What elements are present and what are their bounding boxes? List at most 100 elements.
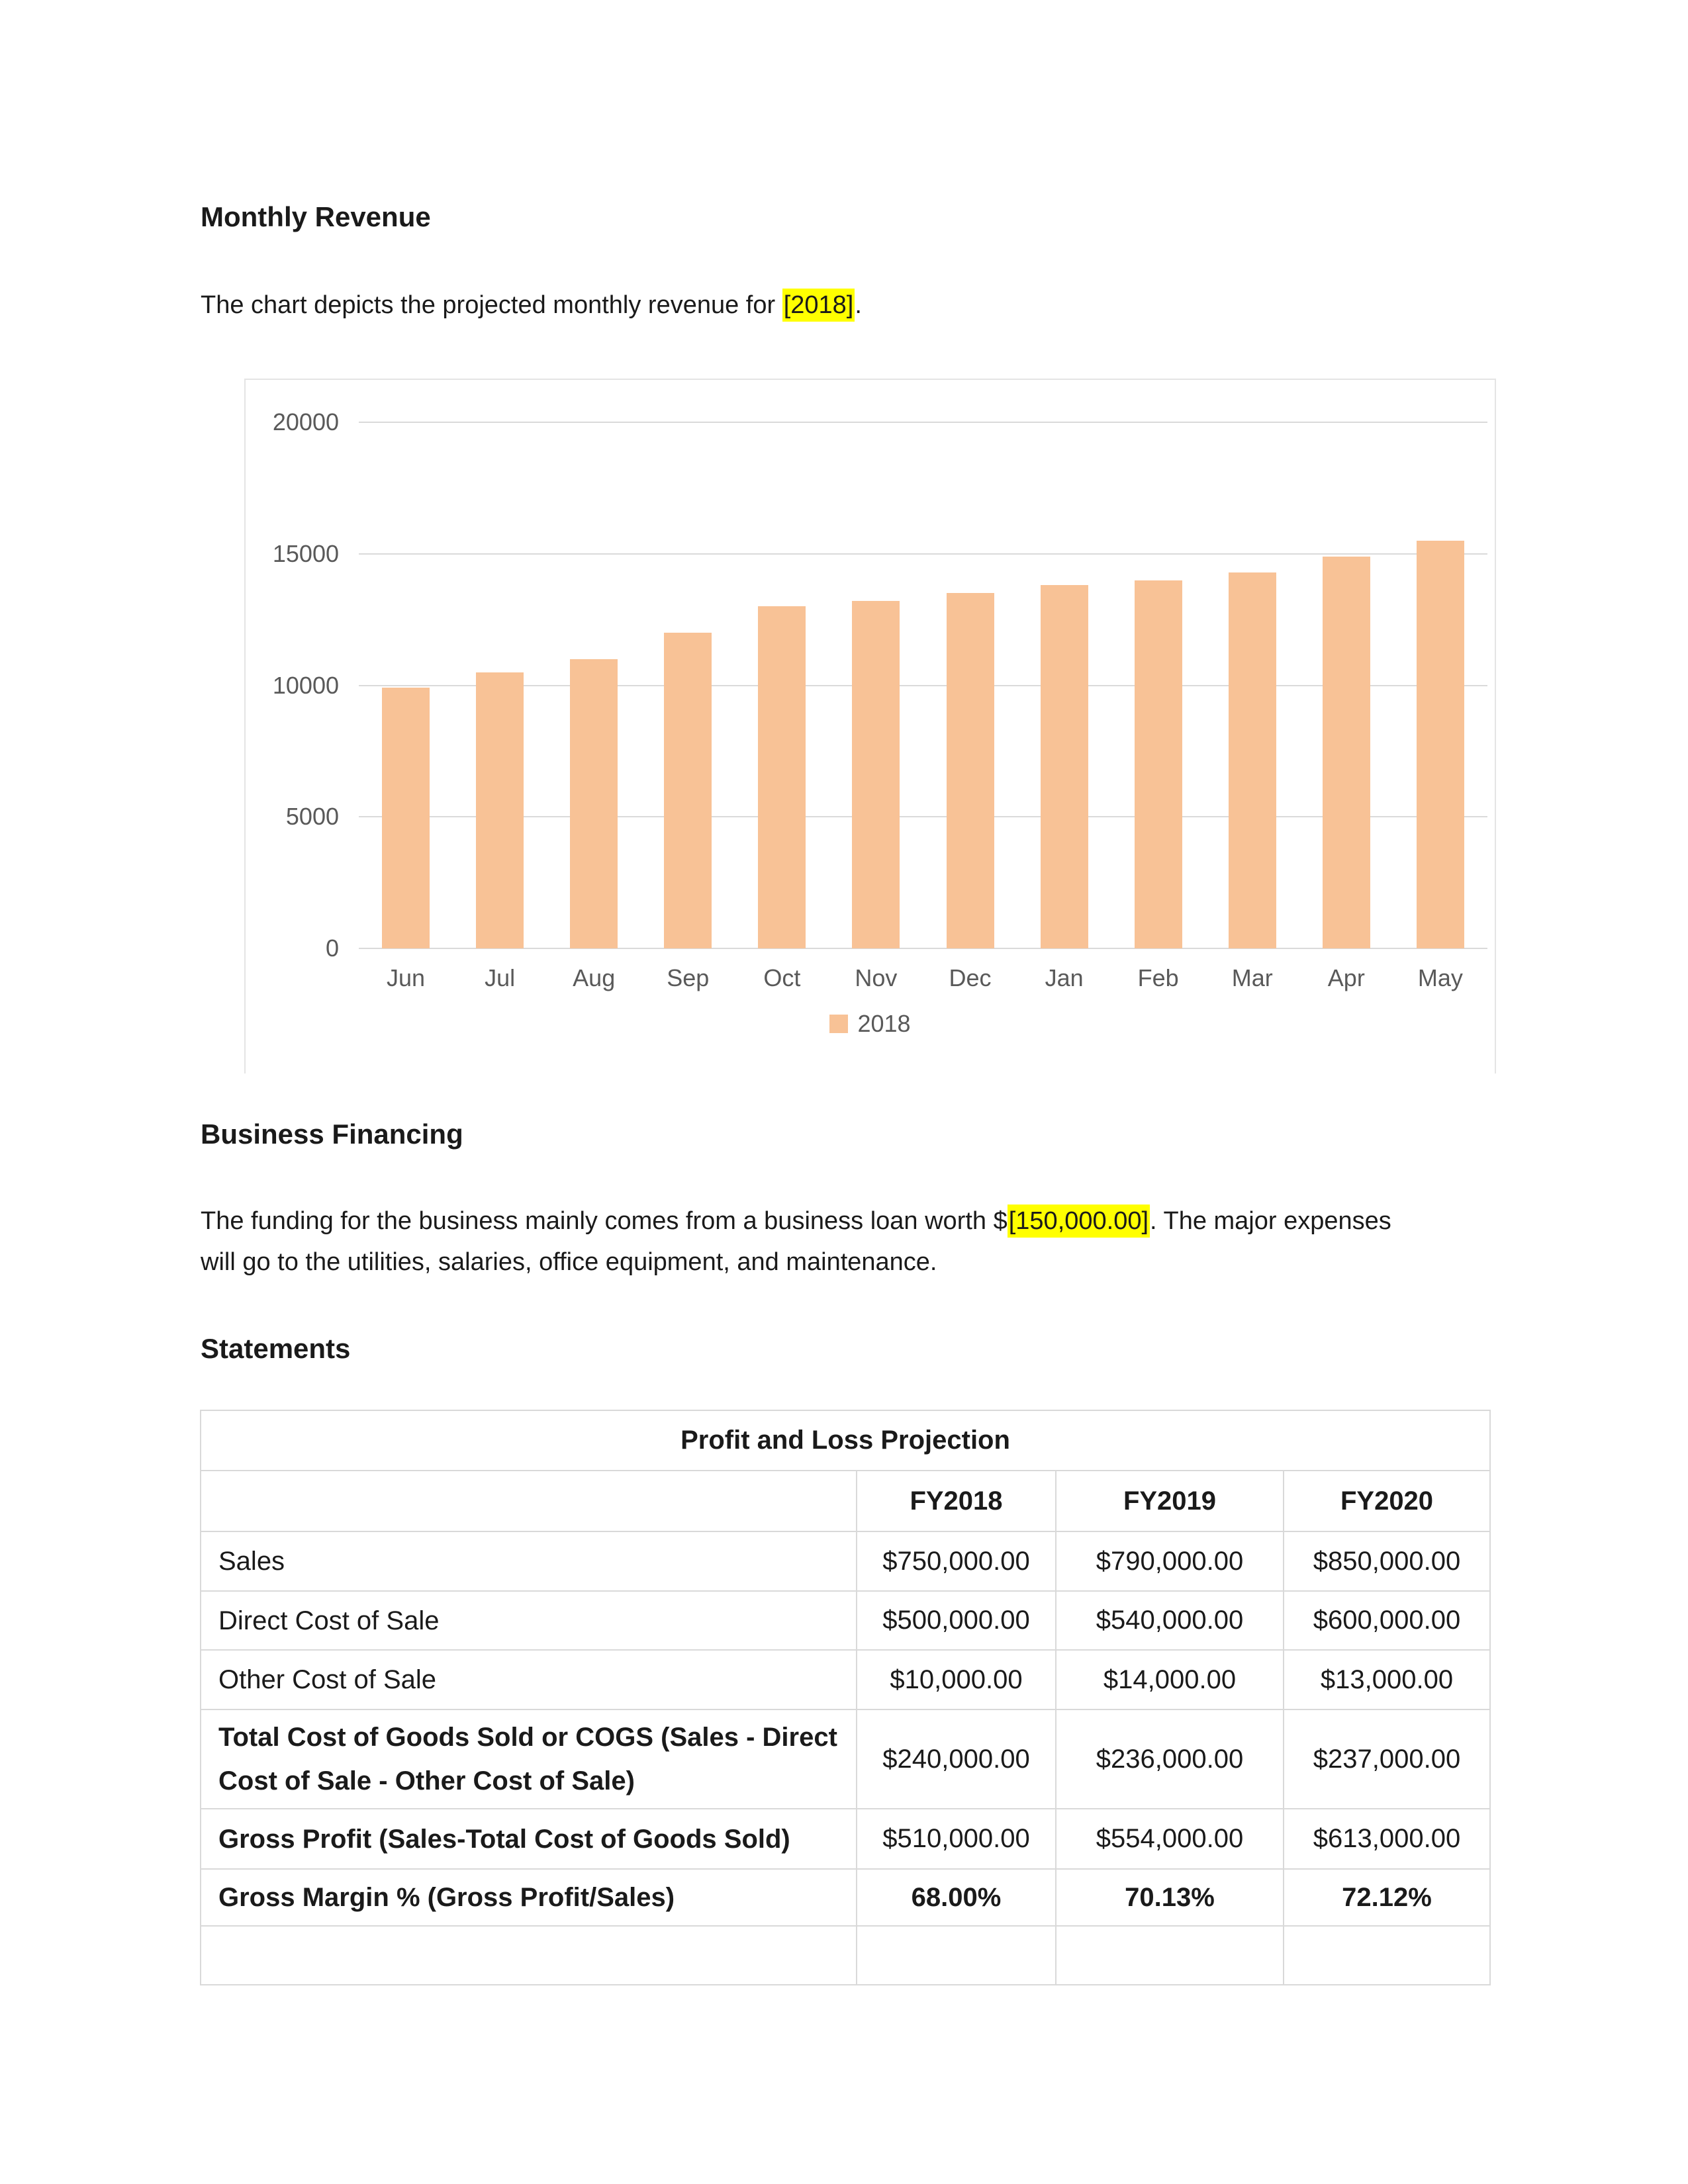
chart-bars (359, 422, 1487, 948)
bar-nov (852, 601, 900, 948)
x-label-jan: Jan (1045, 964, 1084, 991)
table-header-row: FY2018 FY2019 FY2020 (200, 1470, 1491, 1532)
bar-cell-jan (1017, 422, 1111, 948)
bar-aug (570, 659, 618, 948)
para-revenue-intro: The chart depicts the projected monthly … (201, 285, 1524, 326)
bar-jul (476, 672, 524, 948)
row-label: Other Cost of Sale (200, 1649, 857, 1710)
table-row (200, 1925, 1491, 1985)
table-row: Direct Cost of Sale $500,000.00 $540,000.0… (200, 1590, 1491, 1651)
row-value-fy2019 (1055, 1925, 1284, 1985)
row-value-fy2020: $13,000.00 (1282, 1649, 1491, 1710)
x-label-may: May (1417, 964, 1463, 991)
gridline-0 (359, 948, 1487, 949)
row-label: Gross Profit (Sales-Total Cost of Goods … (200, 1808, 857, 1870)
bar-jan (1040, 585, 1088, 948)
bar-cell-feb (1111, 422, 1205, 948)
bar-sep (664, 633, 712, 948)
table-title-row: Profit and Loss Projection (199, 1410, 1491, 1471)
bar-may (1416, 540, 1464, 948)
x-label-feb: Feb (1137, 964, 1179, 991)
x-label-jun: Jun (387, 964, 426, 991)
financing-text: The funding for the business mainly come… (201, 1207, 1008, 1235)
row-value-fy2019: $14,000.00 (1055, 1649, 1284, 1710)
bar-cell-nov (829, 422, 923, 948)
bar-mar (1228, 572, 1276, 948)
heading-business-financing: Business Financing (201, 1118, 463, 1150)
bar-feb (1134, 580, 1182, 948)
y-tick-0: 0 (325, 934, 339, 962)
bar-apr (1322, 556, 1370, 948)
y-tick-5000: 5000 (285, 803, 339, 831)
row-label: Gross Margin % (Gross Profit/Sales) (200, 1868, 857, 1927)
row-value-fy2020: $600,000.00 (1282, 1590, 1491, 1651)
row-label: Total Cost of Goods Sold or COGS (Sales … (200, 1709, 857, 1809)
row-value-fy2020: $237,000.00 (1282, 1709, 1491, 1809)
table-row: Total Cost of Goods Sold or COGS (Sales … (200, 1709, 1491, 1809)
row-value-fy2018: 68.00% (856, 1868, 1056, 1927)
row-value-fy2020: $613,000.00 (1282, 1808, 1491, 1870)
row-value-fy2018: $500,000.00 (856, 1590, 1056, 1651)
row-value-fy2019: 70.13% (1055, 1868, 1284, 1927)
bar-cell-mar (1205, 422, 1299, 948)
bar-cell-sep (641, 422, 735, 948)
bar-cell-oct (735, 422, 829, 948)
row-value-fy2018: $240,000.00 (856, 1709, 1056, 1809)
y-tick-20000: 20000 (272, 408, 339, 435)
legend-series-label: 2018 (857, 1010, 911, 1037)
row-value-fy2018: $10,000.00 (856, 1649, 1056, 1710)
x-label-mar: Mar (1231, 964, 1273, 991)
bar-cell-may (1393, 422, 1487, 948)
row-label (200, 1925, 857, 1985)
revenue-intro-period: . (855, 291, 862, 319)
para-financing: The funding for the business mainly come… (201, 1201, 1591, 1283)
legend-swatch-icon (829, 1015, 849, 1033)
monthly-revenue-bar-chart: 0 5000 10000 15000 20000 Jun Jul Aug Sep Oct Nov D… (244, 379, 1496, 1073)
row-value-fy2020 (1282, 1925, 1491, 1985)
row-value-fy2019: $790,000.00 (1055, 1531, 1284, 1592)
bar-dec (946, 593, 994, 948)
row-value-fy2018 (856, 1925, 1056, 1985)
profit-loss-table: Profit and Loss Projection FY2018 FY2019 FY… (199, 1410, 1491, 1985)
header-blank (200, 1470, 857, 1532)
table-row: Sales $750,000.00 $790,000.00 $850,000.00 (200, 1531, 1491, 1592)
header-fy2019: FY2019 (1055, 1470, 1284, 1532)
row-label: Direct Cost of Sale (200, 1590, 857, 1651)
revenue-intro-text: The chart depicts the projected monthly … (201, 291, 782, 319)
bar-cell-apr (1299, 422, 1393, 948)
bar-cell-aug (547, 422, 641, 948)
table-title: Profit and Loss Projection (199, 1410, 1491, 1471)
x-label-nov: Nov (855, 964, 898, 991)
x-label-dec: Dec (949, 964, 992, 991)
highlight-loan-amount: [150,000.00] (1007, 1205, 1150, 1238)
chart-legend: 2018 (246, 1010, 1495, 1038)
row-value-fy2019: $540,000.00 (1055, 1590, 1284, 1651)
row-value-fy2018: $750,000.00 (856, 1531, 1056, 1592)
table-row: Gross Profit (Sales-Total Cost of Goods … (200, 1808, 1491, 1870)
bar-cell-dec (923, 422, 1017, 948)
bar-jun (382, 688, 430, 948)
y-tick-15000: 15000 (272, 539, 339, 567)
x-label-oct: Oct (763, 964, 801, 991)
heading-monthly-revenue: Monthly Revenue (201, 201, 431, 232)
header-fy2020: FY2020 (1282, 1470, 1491, 1532)
y-tick-10000: 10000 (272, 671, 339, 699)
row-value-fy2019: $236,000.00 (1055, 1709, 1284, 1809)
table-row: Other Cost of Sale $10,000.00 $14,000.00 $1… (200, 1649, 1491, 1710)
financing-text-rest: . The major expenses will go to the util… (201, 1207, 1391, 1276)
row-value-fy2020: 72.12% (1282, 1868, 1491, 1927)
x-label-jul: Jul (485, 964, 516, 991)
heading-statements: Statements (201, 1333, 351, 1364)
bar-cell-jun (359, 422, 453, 948)
x-label-aug: Aug (573, 964, 616, 991)
header-fy2018: FY2018 (856, 1470, 1056, 1532)
row-label: Sales (200, 1531, 857, 1592)
gridline-15000 (359, 553, 1487, 555)
highlight-2018: [2018] (782, 289, 855, 322)
row-value-fy2020: $850,000.00 (1282, 1531, 1491, 1592)
gridline-10000 (359, 684, 1487, 686)
bar-oct (758, 606, 806, 948)
gridline-20000 (359, 422, 1487, 423)
x-label-apr: Apr (1327, 964, 1365, 991)
